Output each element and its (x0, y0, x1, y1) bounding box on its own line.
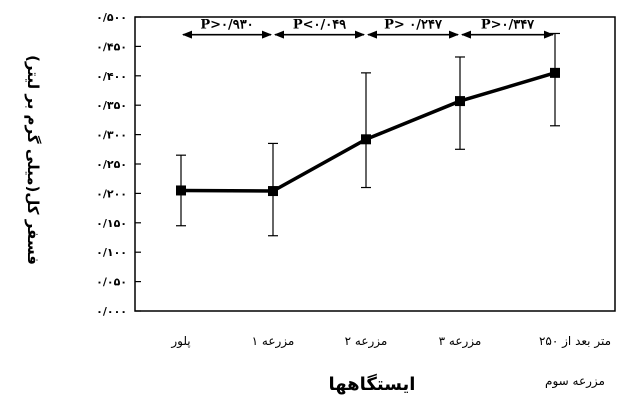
x-category-label: ۲۵۰ متر بعد از (539, 334, 611, 349)
error-bars (176, 32, 560, 237)
y-axis-ticks: ۰/۵۰۰ ۰/۴۵۰ ۰/۴۰۰ ۰/۳۵۰ ۰/۳۰۰ ۰/۲۵۰ ۰/۲۰۰ ۰/۱۵۰… (96, 11, 141, 318)
annotation-label: P>۰/۳۴۷ (481, 18, 535, 33)
y-tick-label: ۰/۵۰۰ (96, 11, 127, 24)
y-tick-label: ۰/۴۵۰ (96, 40, 127, 53)
data-point (176, 185, 186, 196)
x-category-label: مزرعه ۱ (252, 334, 295, 349)
data-point (361, 134, 371, 145)
y-tick-label: ۰/۳۵۰ (96, 99, 127, 112)
y-tick-label: ۰/۱۰۰ (96, 246, 127, 259)
data-point (268, 186, 278, 197)
annotation-label: P<۰/۰۴۹ (293, 18, 346, 33)
y-tick-label: ۰/۲۵۰ (96, 158, 127, 171)
significance-annotations: P>۰/۹۳۰ P<۰/۰۴۹ P> ۰/۲۴۷ P>۰/۳۴۷ (182, 18, 554, 39)
x-category-label: پلور (170, 334, 190, 349)
x-category-extra-line: مزرعه سوم (545, 374, 605, 389)
x-axis-categories: پلور مزرعه ۱ مزرعه ۲ مزرعه ۳ ۲۵۰ متر بعد از (170, 334, 611, 349)
data-markers (176, 67, 560, 197)
y-tick-label: ۰/۰۰۰ (96, 305, 127, 318)
x-category-label: مزرعه ۲ (345, 334, 388, 349)
x-axis-label: ایستگاهها (329, 373, 416, 395)
x-category-label: مزرعه ۳ (439, 334, 482, 349)
series-line (180, 71, 556, 193)
data-point (550, 67, 560, 78)
y-axis-label: فسفر کل(میلی گرم بر لیتر) (24, 55, 42, 265)
y-tick-label: ۰/۴۰۰ (96, 70, 127, 83)
annotation-label: P> ۰/۲۴۷ (384, 18, 443, 33)
y-tick-label: ۰/۱۵۰ (96, 217, 127, 230)
y-tick-label: ۰/۰۵۰ (96, 276, 127, 289)
plot-frame (134, 16, 616, 312)
y-tick-label: ۰/۲۰۰ (96, 187, 127, 200)
annotation-label: P>۰/۹۳۰ (200, 18, 253, 33)
y-tick-label: ۰/۳۰۰ (96, 129, 127, 142)
data-point (455, 96, 465, 107)
